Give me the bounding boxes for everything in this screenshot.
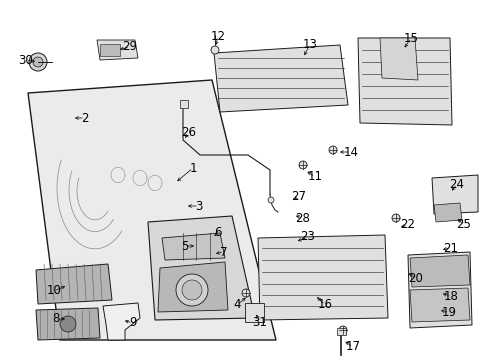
Text: 26: 26 bbox=[181, 126, 196, 139]
Circle shape bbox=[267, 197, 273, 203]
Text: 24: 24 bbox=[448, 177, 464, 190]
Text: 14: 14 bbox=[343, 145, 358, 158]
Text: 6: 6 bbox=[214, 226, 221, 239]
Text: 30: 30 bbox=[19, 54, 33, 67]
Polygon shape bbox=[100, 44, 120, 56]
Text: 2: 2 bbox=[81, 112, 88, 125]
Polygon shape bbox=[336, 328, 346, 335]
Polygon shape bbox=[357, 38, 451, 125]
Polygon shape bbox=[409, 288, 469, 322]
Text: 19: 19 bbox=[441, 306, 456, 319]
Text: 27: 27 bbox=[291, 189, 306, 202]
Text: 13: 13 bbox=[302, 37, 317, 50]
Text: 23: 23 bbox=[300, 230, 315, 243]
Polygon shape bbox=[148, 216, 254, 320]
Text: 18: 18 bbox=[443, 289, 458, 302]
Polygon shape bbox=[162, 233, 224, 260]
Text: 9: 9 bbox=[129, 316, 137, 329]
Text: 11: 11 bbox=[307, 171, 322, 184]
Circle shape bbox=[33, 57, 43, 67]
Polygon shape bbox=[103, 303, 140, 340]
Polygon shape bbox=[379, 38, 417, 80]
Text: 31: 31 bbox=[252, 315, 267, 328]
Circle shape bbox=[242, 289, 249, 297]
Polygon shape bbox=[36, 308, 100, 340]
Polygon shape bbox=[433, 203, 461, 222]
Polygon shape bbox=[409, 255, 469, 287]
Text: 28: 28 bbox=[295, 211, 310, 225]
Circle shape bbox=[29, 53, 47, 71]
Text: 15: 15 bbox=[403, 31, 418, 45]
Text: 22: 22 bbox=[400, 219, 415, 231]
Text: 21: 21 bbox=[443, 242, 458, 255]
Polygon shape bbox=[214, 45, 347, 112]
Text: 3: 3 bbox=[195, 199, 202, 212]
Text: 8: 8 bbox=[52, 312, 60, 325]
Circle shape bbox=[182, 280, 202, 300]
Circle shape bbox=[328, 146, 336, 154]
Text: 7: 7 bbox=[220, 246, 227, 258]
Circle shape bbox=[338, 326, 346, 334]
Text: 29: 29 bbox=[122, 40, 137, 54]
Text: 20: 20 bbox=[408, 271, 423, 284]
Polygon shape bbox=[158, 262, 227, 312]
Text: 16: 16 bbox=[317, 298, 332, 311]
Circle shape bbox=[210, 46, 219, 54]
Polygon shape bbox=[244, 303, 264, 322]
Polygon shape bbox=[431, 175, 477, 214]
Text: 12: 12 bbox=[210, 30, 225, 42]
Text: 25: 25 bbox=[456, 217, 470, 230]
Text: 4: 4 bbox=[233, 298, 240, 311]
Polygon shape bbox=[97, 40, 138, 60]
Circle shape bbox=[391, 214, 399, 222]
Circle shape bbox=[298, 161, 306, 169]
Polygon shape bbox=[258, 235, 387, 320]
Polygon shape bbox=[180, 100, 187, 108]
Circle shape bbox=[60, 316, 76, 332]
Circle shape bbox=[176, 274, 207, 306]
Polygon shape bbox=[28, 80, 275, 340]
Text: 17: 17 bbox=[345, 341, 360, 354]
Polygon shape bbox=[36, 264, 112, 304]
Text: 10: 10 bbox=[46, 284, 61, 297]
Polygon shape bbox=[407, 252, 471, 328]
Text: 5: 5 bbox=[181, 239, 188, 252]
Text: 1: 1 bbox=[189, 162, 196, 175]
